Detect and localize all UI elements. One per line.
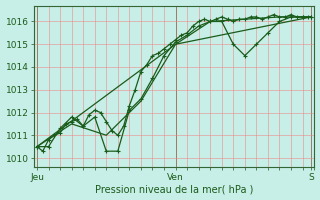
X-axis label: Pression niveau de la mer( hPa ): Pression niveau de la mer( hPa ) [95, 184, 253, 194]
